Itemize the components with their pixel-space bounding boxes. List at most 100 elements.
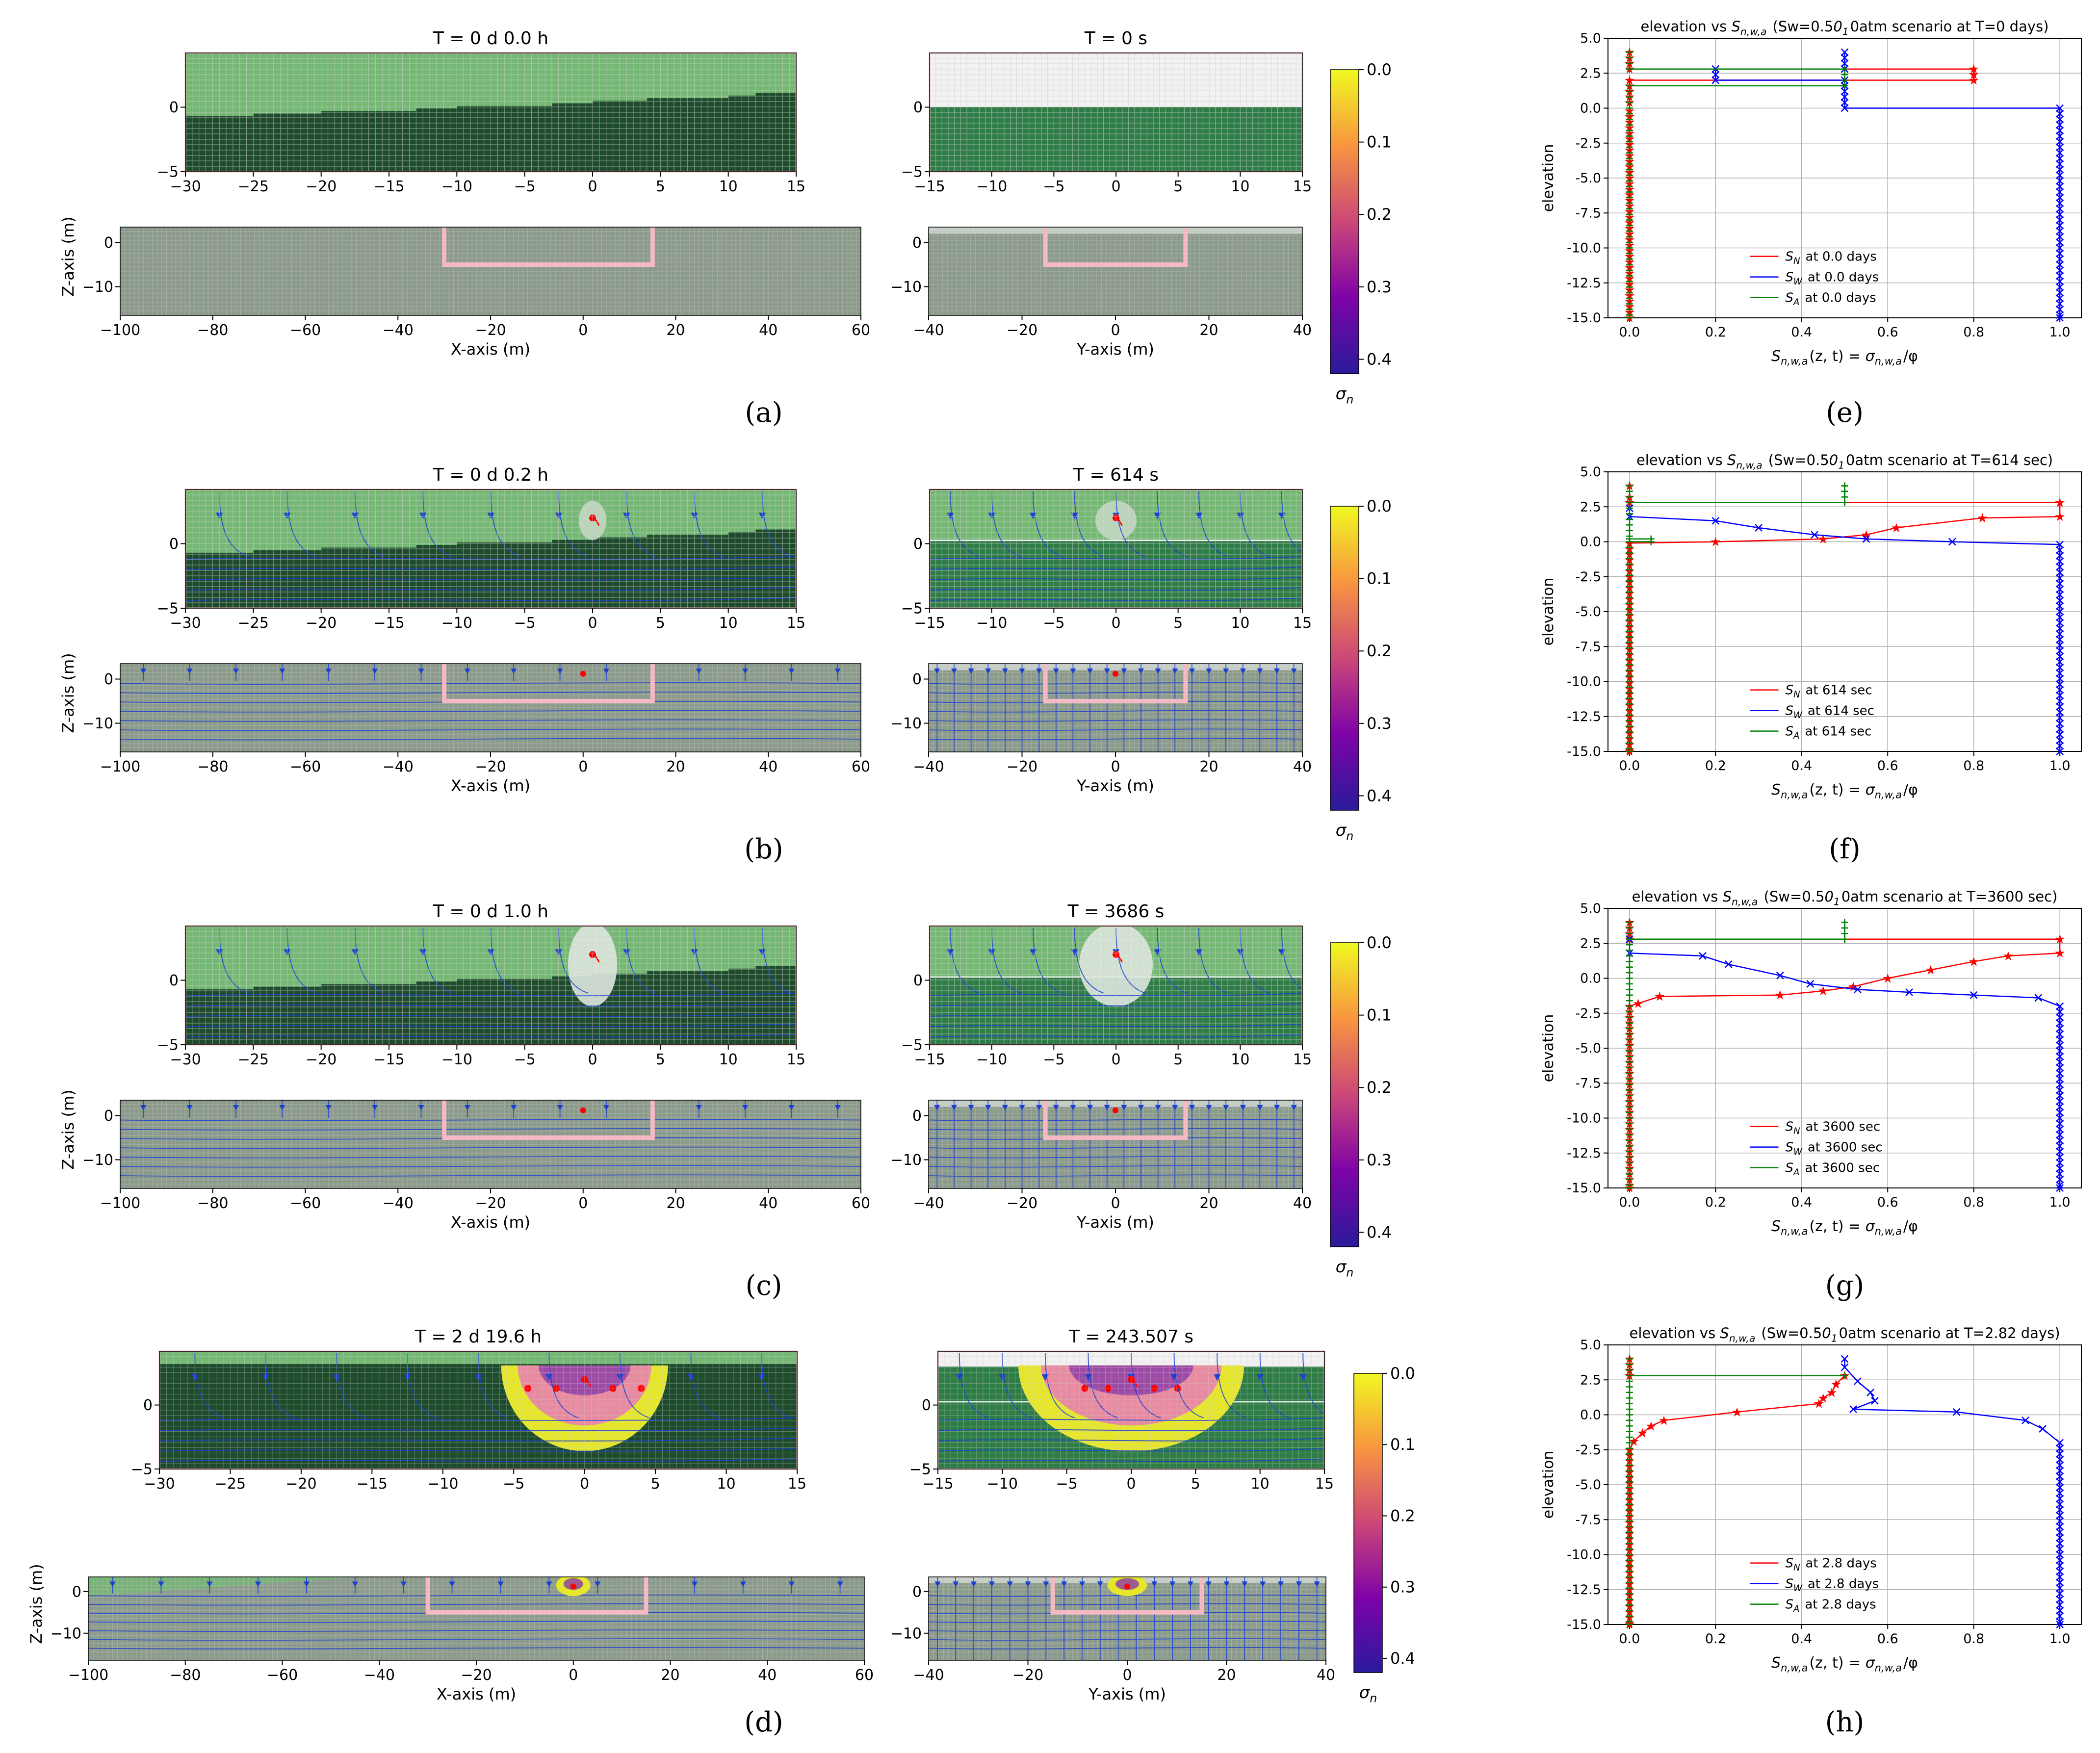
series-marker xyxy=(2056,138,2064,146)
x-tick-label: 40 xyxy=(1317,1667,1335,1684)
y-tick-label: 0 xyxy=(912,234,922,252)
y-tick-label: −5 xyxy=(901,600,923,618)
x-tick-label: 0.4 xyxy=(1791,758,1812,773)
series-marker: ★ xyxy=(1645,1419,1657,1434)
tracer-dot xyxy=(1124,1583,1130,1590)
series-marker xyxy=(2056,730,2064,739)
y-tick-label: -5.0 xyxy=(1575,1477,1601,1493)
text-span: S xyxy=(1786,1120,1794,1134)
text-span: 1 xyxy=(1831,1332,1838,1344)
series-marker xyxy=(2056,194,2064,202)
x-tick-label: 0.8 xyxy=(1963,758,1984,773)
x-tick-label: 0 xyxy=(578,322,588,339)
y-tick-label: −10 xyxy=(82,279,113,296)
flow-arrow xyxy=(511,1105,517,1110)
x-tick-label: −40 xyxy=(913,758,944,775)
series-marker xyxy=(2056,630,2064,638)
y-tick-label: 0 xyxy=(912,671,922,688)
series-marker xyxy=(2056,266,2064,274)
text-span: /φ xyxy=(1903,1218,1918,1235)
x-tick-label: 0.8 xyxy=(1963,1195,1984,1210)
series-marker xyxy=(1626,1621,1633,1628)
x-tick-label: −10 xyxy=(976,178,1007,195)
x-tick-label: 10 xyxy=(1231,615,1249,632)
y-tick-label: −10 xyxy=(82,1152,113,1169)
series-marker: ★ xyxy=(1847,980,1859,995)
zoom-window-frame xyxy=(1050,1577,1204,1615)
series-marker xyxy=(2056,205,2064,213)
flow-arrow xyxy=(262,1374,269,1381)
colorbar-label: σn xyxy=(1336,821,1354,843)
series-marker: ★ xyxy=(1813,1397,1824,1412)
text-span: S xyxy=(1786,704,1794,719)
series-marker: ★ xyxy=(1968,74,1979,88)
x-tick-label: −80 xyxy=(197,1195,228,1212)
flow-arrow xyxy=(352,1581,358,1587)
colorbar-tick-label: 0.0 xyxy=(1390,1364,1415,1383)
colorbar-tick-label: 0.4 xyxy=(1367,786,1392,805)
streamlines xyxy=(930,928,1302,1038)
x-tick-label: 0.2 xyxy=(1705,1195,1726,1210)
colorbar-tick-label: 0.3 xyxy=(1390,1578,1415,1597)
series-marker xyxy=(2056,110,2064,118)
series-marker xyxy=(2056,300,2064,308)
series-marker xyxy=(2056,1064,2064,1072)
series-marker xyxy=(2056,596,2064,605)
x-tick-label: −20 xyxy=(1007,322,1037,339)
grid-lines xyxy=(929,227,1302,315)
y-tick-label: 0 xyxy=(104,234,113,252)
series-marker xyxy=(2056,288,2064,297)
series-marker xyxy=(1841,82,1848,89)
x-tick-label: −20 xyxy=(461,1667,492,1684)
map-body xyxy=(185,490,796,608)
zoom-window-frame xyxy=(1043,1100,1188,1140)
map-body xyxy=(929,1577,1326,1660)
y-tick-label: -5.0 xyxy=(1575,604,1601,619)
flow-arrow xyxy=(1053,1105,1059,1110)
text-span: S xyxy=(1786,270,1794,285)
x-tick-label: 0.6 xyxy=(1877,758,1898,773)
flow-arrow xyxy=(1172,668,1178,674)
text-span: (z, t) = xyxy=(1809,1218,1865,1235)
x-tick-label: −30 xyxy=(144,1475,175,1493)
flow-arrow xyxy=(109,1581,116,1587)
colorbar: 0.0 0.1 0.2 0.3 0.4 σn xyxy=(1330,933,1392,1280)
text-span: W xyxy=(1793,1147,1803,1157)
axis-label: Y-axis (m) xyxy=(1088,1685,1166,1703)
x-tick-label: 0 xyxy=(1126,1475,1136,1493)
flow-arrow xyxy=(603,668,609,674)
series-marker xyxy=(2056,127,2064,134)
flow-arrow xyxy=(1189,1105,1195,1110)
panel-title: T = 0 d 1.0 h xyxy=(433,902,548,922)
map-body xyxy=(120,1100,861,1188)
series-marker xyxy=(1711,76,1720,84)
x-tick-label: 0 xyxy=(1111,178,1120,195)
x-tick-label: −60 xyxy=(290,322,321,339)
series-marker xyxy=(2056,166,2064,174)
flow-arrow xyxy=(140,668,147,674)
series-marker xyxy=(2056,557,2064,566)
series-marker xyxy=(2056,1164,2064,1172)
axis-label: Z-axis (m) xyxy=(27,1564,46,1644)
y-tick-label: -12.5 xyxy=(1567,1582,1601,1598)
text-span: at 3600 sec xyxy=(1801,1120,1880,1134)
text-span: at 2.8 days xyxy=(1804,1577,1879,1592)
axis-label: Z-axis (m) xyxy=(59,1089,78,1169)
x-tick-label: −10 xyxy=(427,1475,458,1493)
series-marker xyxy=(2022,1417,2029,1424)
series-marker xyxy=(2056,1511,2064,1520)
flow-arrow xyxy=(788,668,795,674)
x-zoom-panel: −30 −25 −20 −15 −10 −5 0 5 10 15 −5 0 T = 2 d 19.6 h xyxy=(131,1327,806,1493)
y-tick-label: −5 xyxy=(157,1037,179,1054)
y-tick-label: 2.5 xyxy=(1580,1372,1601,1388)
series-marker xyxy=(2056,563,2064,571)
panel-label: (f) xyxy=(1829,833,1860,865)
flow-arrow xyxy=(497,1581,504,1587)
text-span: elevation vs xyxy=(1636,452,1727,468)
series-marker xyxy=(2056,1450,2064,1458)
text-span: n,w,a xyxy=(1729,1332,1755,1344)
x-tick-label: 0.6 xyxy=(1877,325,1898,340)
text-span: σ xyxy=(1866,1218,1875,1235)
chart-xlabel: Sn,w,a (z, t) = σn,w,a /φ xyxy=(1771,1654,1918,1674)
flow-arrow xyxy=(1019,1105,1025,1110)
